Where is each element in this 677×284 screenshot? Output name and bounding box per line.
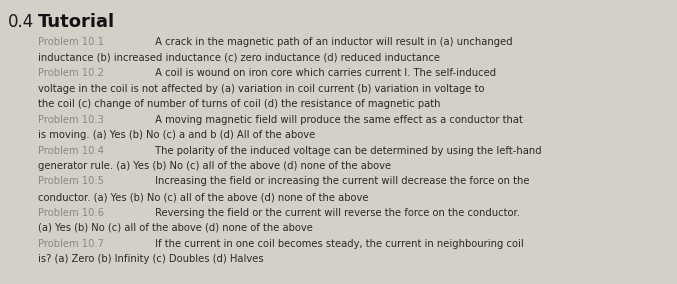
Text: 0.4: 0.4 <box>8 13 35 31</box>
Text: A moving magnetic field will produce the same effect as a conductor that: A moving magnetic field will produce the… <box>152 114 523 124</box>
Text: is? (a) Zero (b) Infinity (c) Doubles (d) Halves: is? (a) Zero (b) Infinity (c) Doubles (d… <box>38 254 263 264</box>
Text: the coil (c) change of number of turns of coil (d) the resistance of magnetic pa: the coil (c) change of number of turns o… <box>38 99 441 109</box>
Text: voltage in the coil is not affected by (a) variation in coil current (b) variati: voltage in the coil is not affected by (… <box>38 83 485 93</box>
Text: If the current in one coil becomes steady, the current in neighbouring coil: If the current in one coil becomes stead… <box>152 239 524 248</box>
Text: Reversing the field or the current will reverse the force on the conductor.: Reversing the field or the current will … <box>152 208 520 218</box>
Text: Problem 10.2: Problem 10.2 <box>38 68 104 78</box>
Text: Problem 10.1: Problem 10.1 <box>38 37 104 47</box>
Text: Tutorial: Tutorial <box>38 13 115 31</box>
Text: A crack in the magnetic path of an inductor will result in (a) unchanged: A crack in the magnetic path of an induc… <box>152 37 512 47</box>
Text: Problem 10.4: Problem 10.4 <box>38 145 104 156</box>
Text: Increasing the field or increasing the current will decrease the force on the: Increasing the field or increasing the c… <box>152 176 529 187</box>
Text: The polarity of the induced voltage can be determined by using the left-hand: The polarity of the induced voltage can … <box>152 145 542 156</box>
Text: Problem 10.3: Problem 10.3 <box>38 114 104 124</box>
Text: Problem 10.6: Problem 10.6 <box>38 208 104 218</box>
Text: Problem 10.7: Problem 10.7 <box>38 239 104 248</box>
Text: generator rule. (a) Yes (b) No (c) all of the above (d) none of the above: generator rule. (a) Yes (b) No (c) all o… <box>38 161 391 171</box>
Text: A coil is wound on iron core which carries current I. The self-induced: A coil is wound on iron core which carri… <box>152 68 496 78</box>
Text: (a) Yes (b) No (c) all of the above (d) none of the above: (a) Yes (b) No (c) all of the above (d) … <box>38 223 313 233</box>
Text: is moving. (a) Yes (b) No (c) a and b (d) All of the above: is moving. (a) Yes (b) No (c) a and b (d… <box>38 130 315 140</box>
Text: inductance (b) increased inductance (c) zero inductance (d) reduced inductance: inductance (b) increased inductance (c) … <box>38 53 440 62</box>
Text: Problem 10.5: Problem 10.5 <box>38 176 104 187</box>
Text: conductor. (a) Yes (b) No (c) all of the above (d) none of the above: conductor. (a) Yes (b) No (c) all of the… <box>38 192 368 202</box>
